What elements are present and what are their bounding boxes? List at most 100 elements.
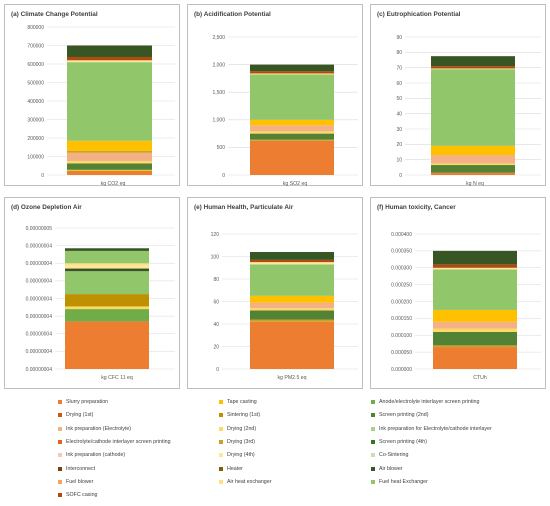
bar-segment (431, 68, 515, 70)
y-tick-label: 60 (396, 81, 402, 87)
bar-segment (431, 165, 515, 173)
y-tick-label: 100 (211, 254, 220, 260)
bar-segment (433, 309, 517, 322)
legend-label: Ink preparation (Electrolyte) (66, 425, 132, 432)
legend-item: Ink preparation (Electrolyte) (58, 425, 131, 433)
bar-segment (250, 262, 334, 265)
bar-segment (67, 169, 152, 171)
bar-segment (431, 155, 515, 164)
bar-segment (250, 140, 334, 175)
y-tick-label: 500 (217, 145, 226, 151)
bar-segment (433, 347, 517, 369)
bar-segment (65, 271, 149, 295)
x-axis-label: kg CO2 eq (101, 181, 126, 187)
legend-swatch (219, 426, 223, 431)
legend-swatch (371, 439, 375, 444)
legend: Slurry preparation Tape casting Anode/elec… (58, 398, 538, 504)
bar-segment (431, 69, 515, 146)
legend-swatch (371, 466, 375, 471)
bar-segment (65, 306, 149, 310)
legend-swatch (58, 453, 62, 458)
legend-swatch (58, 413, 62, 418)
bar-segment (433, 250, 517, 265)
bar-segment (65, 321, 149, 369)
y-tick-label: 0 (222, 173, 225, 179)
bar-segment (67, 152, 152, 162)
y-tick-label: 2,000 (212, 62, 225, 68)
chart-svg-4: (e) Human Health, Particulate Air 0 20 40 60… (194, 204, 358, 381)
chart-panel-acidification: (b) Acidification Potential 0 500 1,000 1,50… (187, 4, 363, 187)
bar-segment (250, 259, 334, 263)
y-tick-label: 0.000250 (391, 282, 412, 288)
bar-segment (67, 170, 152, 171)
bar-segment (431, 145, 515, 156)
legend-item: Drying (4th) (219, 451, 255, 459)
legend-item: Screen printing (4th) (371, 438, 427, 446)
y-tick-label: 50 (396, 96, 402, 102)
bar-segment (65, 263, 149, 266)
y-tick-label: 70 (396, 65, 402, 71)
bar-segment (250, 264, 334, 296)
legend-swatch (58, 479, 62, 484)
legend-item: Electrolyte/cathode interlayer screen pr… (58, 438, 171, 446)
bar-segment (65, 250, 149, 264)
y-tick-label: 700000 (27, 43, 44, 49)
legend-item: Co-Sintering (371, 451, 408, 459)
bar-segment (431, 163, 515, 166)
bar-segment (67, 60, 152, 63)
bar-segment (65, 309, 149, 322)
y-tick-label: 400000 (27, 99, 44, 105)
bar-segment (250, 302, 334, 309)
legend-label: Screen printing (2nd) (379, 412, 429, 419)
legend-swatch (58, 466, 62, 471)
legend-item: Drying (1st) (58, 411, 93, 419)
x-axis-label: kg CFC 11 eq (101, 375, 133, 381)
y-tick-label: 80 (396, 50, 402, 56)
legend-item: Drying (3rd) (219, 438, 255, 446)
bar-segment (250, 125, 334, 132)
y-tick-label: 20 (396, 142, 402, 148)
legend-swatch (219, 453, 223, 458)
legend-label: Drying (1st) (66, 412, 94, 419)
y-tick-label: 300000 (27, 117, 44, 123)
chart-panel-climate-change: (a) Climate Change Potential 0 100000 20000… (4, 4, 180, 187)
bar-segment (250, 133, 334, 140)
y-tick-label: 90 (396, 35, 402, 41)
y-tick-label: 0.00000004 (26, 296, 53, 302)
legend-item: Tape casting (219, 398, 257, 406)
y-tick-label: 40 (213, 322, 219, 328)
legend-item: SOFC casing (58, 491, 98, 499)
legend-label: Fuel heat Exchanger (379, 478, 428, 485)
chart-svg-2: (c) Eutrophication Potential 0 10 20 30 40 50 6… (377, 11, 541, 187)
chart-title: (f) Human toxicity, Cancer (377, 204, 456, 211)
y-tick-label: 100000 (27, 154, 44, 160)
bar-segment (433, 264, 517, 268)
legend-item: Fuel blower (58, 478, 93, 486)
legend-swatch (371, 453, 375, 458)
legend-swatch (371, 479, 375, 484)
y-tick-label: 1,500 (212, 90, 225, 96)
y-tick-label: 120 (211, 232, 220, 238)
legend-item: Sintering (1st) (219, 411, 260, 419)
legend-swatch (219, 479, 223, 484)
legend-label: Drying (4th) (227, 452, 255, 459)
legend-label: Heater (227, 465, 243, 472)
y-tick-label: 0.00000004 (26, 332, 53, 338)
legend-item: Drying (2nd) (219, 425, 256, 433)
y-tick-label: 60 (213, 299, 219, 305)
legend-label: Screen printing (4th) (379, 438, 427, 445)
y-tick-label: 0.000200 (391, 299, 412, 305)
y-tick-label: 10 (396, 157, 402, 163)
y-tick-label: 0.000050 (391, 350, 412, 356)
legend-item: Ink preparation (cathode) (58, 451, 125, 459)
y-tick-label: 2,500 (212, 35, 225, 41)
legend-swatch (58, 439, 62, 444)
bar-segment (250, 321, 334, 369)
legend-swatch (371, 400, 375, 404)
y-tick-label: 0.000350 (391, 249, 412, 255)
bar-segment (67, 150, 152, 153)
legend-label: Air heat exchanger (227, 478, 272, 485)
y-tick-label: 0.000400 (391, 232, 412, 238)
y-tick-label: 600000 (27, 62, 44, 68)
bar-segment (250, 308, 334, 311)
